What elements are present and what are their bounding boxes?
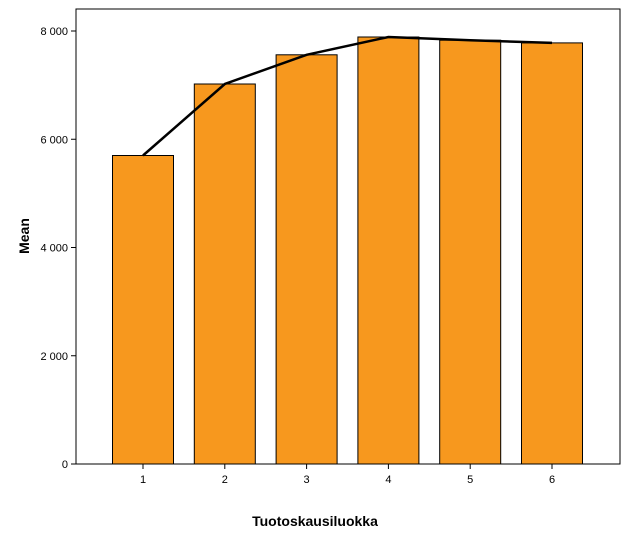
x-tick-label: 4 (385, 474, 391, 486)
x-axis-title: Tuotoskausiluokka (252, 513, 378, 529)
y-tick-label: 6 000 (40, 134, 68, 146)
mean-trend-line (142, 35, 553, 157)
bar-6 (521, 42, 583, 465)
bars-group (112, 36, 583, 465)
y-axis: 0 2 000 4 000 6 000 8 000 (40, 26, 76, 471)
y-axis-title: Mean (16, 218, 32, 254)
x-axis: 1 2 3 4 5 6 (140, 464, 555, 486)
bar-4 (357, 36, 420, 465)
x-tick-label: 5 (467, 474, 473, 486)
bar-1 (112, 155, 174, 465)
x-tick-label: 6 (549, 474, 555, 486)
x-tick-label: 2 (222, 474, 228, 486)
x-tick-label: 3 (304, 474, 310, 486)
bar-5 (439, 39, 502, 465)
bar-2 (193, 83, 256, 465)
y-tick-label: 4 000 (40, 243, 68, 255)
x-tick-label: 1 (140, 474, 146, 486)
y-tick-label: 8 000 (40, 26, 68, 38)
bar-3 (275, 54, 338, 465)
y-tick-label: 2 000 (40, 351, 68, 363)
y-tick-label: 0 (62, 459, 68, 471)
